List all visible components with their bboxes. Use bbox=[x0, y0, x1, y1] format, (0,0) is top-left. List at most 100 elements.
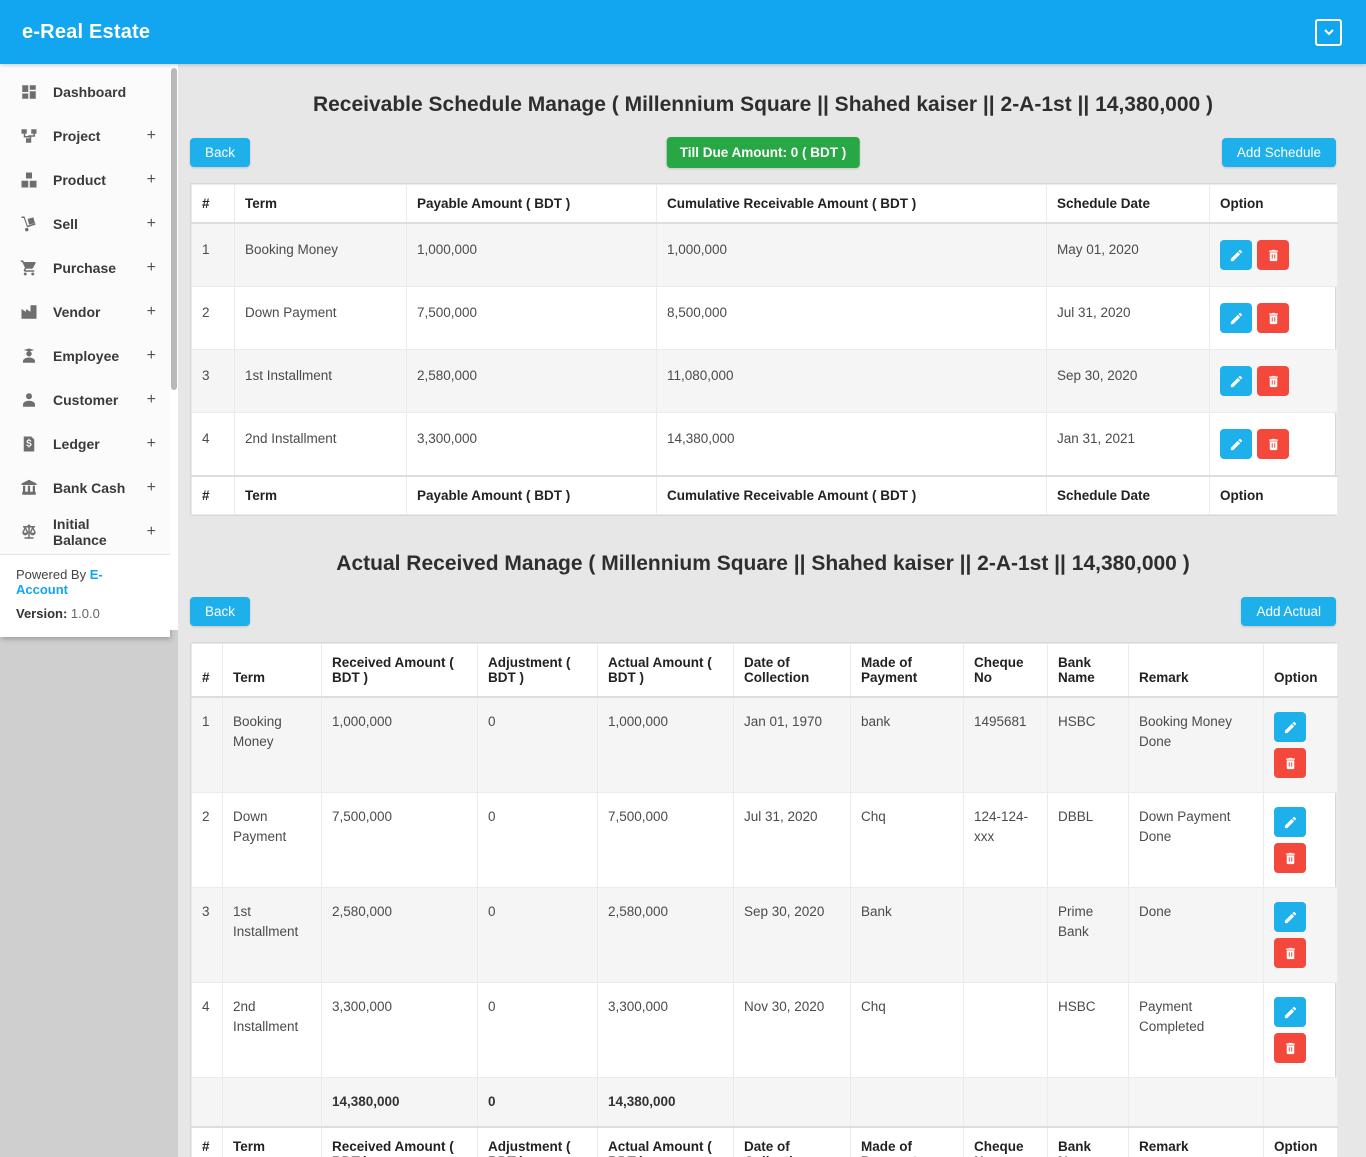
edit-button[interactable] bbox=[1274, 997, 1306, 1027]
delete-icon bbox=[1266, 374, 1281, 389]
cell-adjustment: 0 bbox=[477, 696, 598, 793]
delete-button[interactable] bbox=[1257, 366, 1289, 396]
delete-icon bbox=[1266, 437, 1281, 452]
cell-schedule-date: May 01, 2020 bbox=[1046, 222, 1210, 287]
cell-options bbox=[1263, 696, 1338, 793]
delete-button[interactable] bbox=[1274, 1033, 1306, 1063]
sidebar-scrollbar-thumb[interactable] bbox=[171, 68, 177, 390]
cell-received-amount: 2,580,000 bbox=[321, 887, 478, 983]
edit-button[interactable] bbox=[1220, 366, 1252, 396]
schedule-header-row: # Term Payable Amount ( BDT ) Cumulative Re… bbox=[191, 184, 1338, 224]
edit-icon bbox=[1229, 311, 1244, 326]
cell-number: 3 bbox=[191, 887, 223, 983]
cell-options bbox=[1263, 887, 1338, 983]
cell-payable-amount: 2,580,000 bbox=[406, 349, 657, 413]
actual-header-col-6: Made of Payment bbox=[850, 643, 964, 698]
cell-number: 1 bbox=[191, 222, 235, 287]
schedule-toolbar: Back Till Due Amount: 0 ( BDT ) Add Sche… bbox=[190, 136, 1336, 168]
sidebar-item-ledger[interactable]: Ledger + bbox=[0, 422, 170, 466]
sidebar-item-label: Bank Cash bbox=[53, 480, 126, 496]
boxes-icon bbox=[18, 171, 40, 189]
edit-button[interactable] bbox=[1274, 902, 1306, 932]
schedule-header-col-1: Term bbox=[234, 184, 407, 224]
edit-button[interactable] bbox=[1274, 712, 1306, 742]
cell-made-of-payment: Chq bbox=[850, 982, 964, 1078]
cell-actual-amount: 1,000,000 bbox=[597, 696, 734, 793]
balance-scale-icon bbox=[18, 523, 40, 541]
edit-icon bbox=[1229, 374, 1244, 389]
cell-bank-name: HSBC bbox=[1047, 982, 1129, 1078]
project-diagram-icon bbox=[18, 127, 40, 145]
add-actual-button[interactable]: Add Actual bbox=[1241, 596, 1336, 626]
cell-empty bbox=[1263, 1076, 1338, 1128]
version-line: Version: 1.0.0 bbox=[16, 606, 154, 621]
delete-button[interactable] bbox=[1274, 748, 1306, 778]
cell-options bbox=[1209, 412, 1338, 477]
cell-empty bbox=[1047, 1076, 1129, 1128]
cell-date-of-collection: Sep 30, 2020 bbox=[733, 887, 851, 983]
delete-button[interactable] bbox=[1257, 240, 1289, 270]
back-button[interactable]: Back bbox=[190, 596, 251, 626]
cell-options bbox=[1263, 792, 1338, 888]
sidebar-item-purchase[interactable]: Purchase + bbox=[0, 246, 170, 290]
option-buttons bbox=[1274, 712, 1327, 778]
delete-button[interactable] bbox=[1257, 429, 1289, 459]
cell-schedule-date: Jan 31, 2021 bbox=[1046, 412, 1210, 477]
sidebar-item-product[interactable]: Product + bbox=[0, 158, 170, 202]
sidebar-footer: Powered By E-Account Version: 1.0.0 bbox=[0, 554, 170, 637]
sidebar-item-dashboard[interactable]: Dashboard bbox=[0, 70, 170, 114]
expand-plus-icon: + bbox=[146, 435, 156, 452]
sidebar-item-sell[interactable]: Sell + bbox=[0, 202, 170, 246]
add-schedule-button[interactable]: Add Schedule bbox=[1221, 137, 1336, 167]
edit-icon bbox=[1283, 815, 1298, 830]
sidebar-item-bank-cash[interactable]: Bank Cash + bbox=[0, 466, 170, 510]
actual-footer-col-7: Cheque No bbox=[963, 1125, 1048, 1157]
actual-table: # Term Received Amount ( BDT ) Adjustment (… bbox=[191, 643, 1338, 1157]
actual-header-col-7: Cheque No bbox=[963, 643, 1048, 698]
e-account-link[interactable]: E-Account bbox=[16, 567, 103, 597]
sidebar-item-project[interactable]: Project + bbox=[0, 114, 170, 158]
sidebar-item-label: Customer bbox=[53, 392, 119, 408]
cell-options bbox=[1209, 222, 1338, 287]
expand-plus-icon: + bbox=[146, 215, 156, 232]
factory-icon bbox=[18, 303, 40, 321]
cell-empty bbox=[222, 1076, 322, 1128]
totals-row: 14,380,000 0 14,380,000 bbox=[191, 1076, 1338, 1128]
sidebar-item-vendor[interactable]: Vendor + bbox=[0, 290, 170, 334]
sidebar-item-employee[interactable]: Employee + bbox=[0, 334, 170, 378]
edit-button[interactable] bbox=[1220, 303, 1252, 333]
cell-adjustment: 0 bbox=[477, 792, 598, 888]
dropdown-toggle-button[interactable] bbox=[1315, 18, 1342, 46]
cell-adjustment: 0 bbox=[477, 982, 598, 1078]
edit-button[interactable] bbox=[1220, 240, 1252, 270]
delete-button[interactable] bbox=[1257, 303, 1289, 333]
cell-cumulative-amount: 1,000,000 bbox=[656, 222, 1047, 287]
app-bar: e-Real Estate bbox=[0, 0, 1366, 64]
edit-icon bbox=[1229, 248, 1244, 263]
table-row: 3 1st Installment 2,580,000 0 2,580,000 Sep 3… bbox=[191, 887, 1338, 983]
sidebar-item-initial-balance[interactable]: Initial Balance + bbox=[0, 510, 170, 554]
cell-empty bbox=[191, 1076, 223, 1128]
cell-date-of-collection: Jul 31, 2020 bbox=[733, 792, 851, 888]
actual-header-col-4: Actual Amount ( BDT ) bbox=[597, 643, 734, 698]
cell-received-amount: 1,000,000 bbox=[321, 696, 478, 793]
back-button[interactable]: Back bbox=[190, 137, 251, 167]
cell-number: 3 bbox=[191, 349, 235, 413]
edit-button[interactable] bbox=[1274, 807, 1306, 837]
total-actual-amount: 14,380,000 bbox=[597, 1076, 734, 1128]
delete-icon bbox=[1283, 851, 1298, 866]
sidebar-item-label: Employee bbox=[53, 348, 120, 364]
edit-button[interactable] bbox=[1220, 429, 1252, 459]
ledger-icon bbox=[18, 435, 40, 453]
actual-header-col-2: Received Amount ( BDT ) bbox=[321, 643, 478, 698]
actual-header-col-8: Bank Name bbox=[1047, 643, 1129, 698]
delete-button[interactable] bbox=[1274, 843, 1306, 873]
cell-actual-amount: 2,580,000 bbox=[597, 887, 734, 983]
cell-remark: Booking Money Done bbox=[1128, 696, 1264, 793]
sidebar-item-customer[interactable]: Customer + bbox=[0, 378, 170, 422]
cell-bank-name: HSBC bbox=[1047, 696, 1129, 793]
actual-toolbar: Back Add Actual bbox=[190, 596, 1336, 626]
delete-button[interactable] bbox=[1274, 938, 1306, 968]
schedule-section-title: Receivable Schedule Manage ( Millennium … bbox=[312, 93, 1214, 116]
cell-adjustment: 0 bbox=[477, 887, 598, 983]
